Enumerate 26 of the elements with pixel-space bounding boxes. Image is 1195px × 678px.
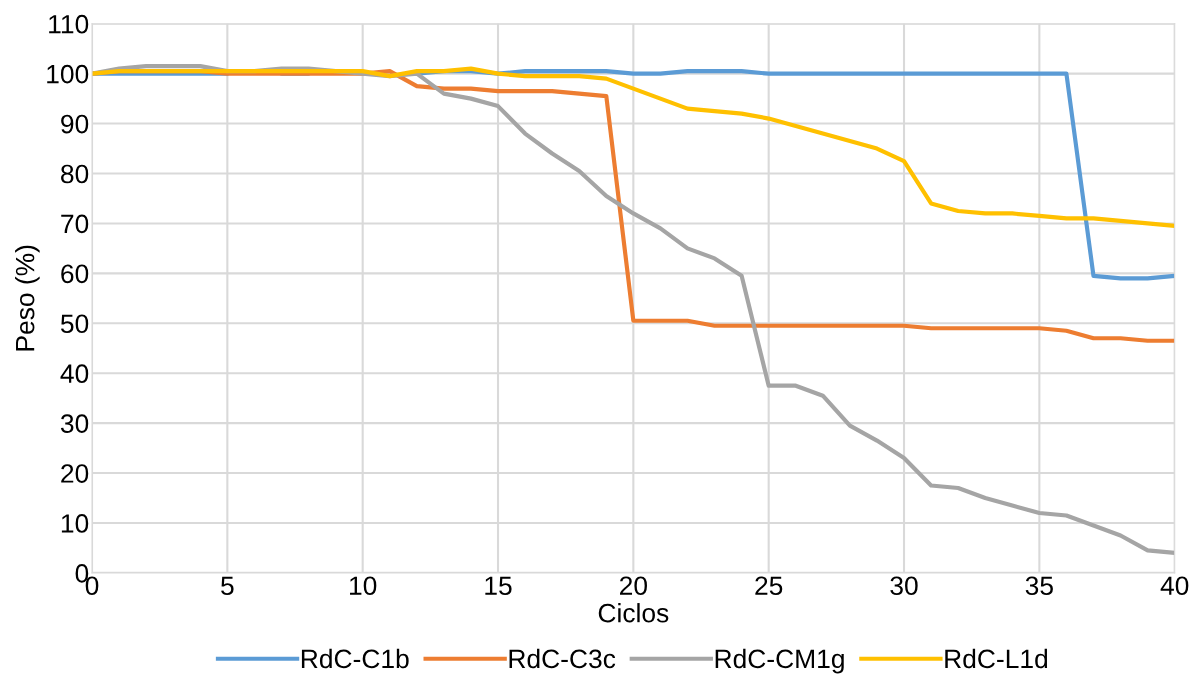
y-tick-label: 70	[61, 214, 89, 234]
x-tick-label: 40	[1160, 576, 1189, 596]
legend-label: RdC-C3c	[509, 648, 616, 669]
y-tick-label: 100	[47, 64, 89, 84]
legend-label: RdC-C1b	[301, 648, 409, 669]
y-tick-label: 110	[49, 14, 89, 34]
y-tick-label: 60	[61, 264, 89, 284]
y-tick-label: 50	[60, 314, 89, 334]
y-tick-label: 80	[61, 164, 89, 184]
y-axis-title: Peso (%)	[15, 245, 40, 351]
y-tick-label: 40	[60, 364, 89, 384]
line-series	[92, 66, 1175, 229]
y-tick-label: 10	[61, 514, 89, 533]
legend-label: RdC-L1d	[945, 648, 1048, 669]
x-tick-label: 5	[221, 576, 234, 596]
y-tick-label: 90	[61, 114, 89, 134]
x-tick-label: 10	[350, 576, 377, 596]
y-tick-label: 30	[60, 414, 89, 433]
x-tick-label: 20	[620, 576, 647, 596]
x-tick-label: 25	[755, 576, 783, 596]
x-axis-title: Ciclos	[598, 603, 669, 623]
legend-label: RdC-CM1g	[715, 648, 844, 674]
y-tick-label: 20	[61, 464, 89, 483]
x-tick-label: 30	[890, 576, 918, 596]
x-tick-label: 35	[1025, 576, 1053, 596]
x-tick-label: 15	[485, 576, 512, 596]
